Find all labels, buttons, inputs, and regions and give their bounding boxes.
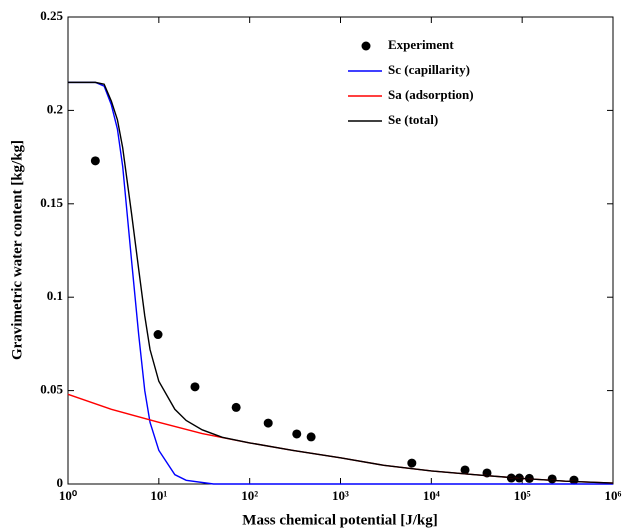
x-tick-label: 10² [241,488,258,503]
x-tick-label: 10⁵ [514,488,531,503]
y-tick-label: 0.05 [40,382,63,397]
y-tick-label: 0 [57,475,64,490]
data-point [547,474,557,484]
data-point [90,156,100,166]
legend-label: Sc (capillarity) [388,62,470,77]
data-point [231,402,241,412]
y-axis-label: Gravimetric water content [kg/kg] [9,140,25,360]
data-point [190,382,200,392]
data-point [407,458,417,468]
data-line [68,81,614,484]
data-point [460,465,470,475]
legend-label: Experiment [388,37,454,52]
y-tick-label: 0.2 [47,101,63,116]
legend-label: Sa (adsorption) [388,87,474,102]
x-tick-label: 10³ [332,488,349,503]
data-line [68,81,613,485]
legend-label: Se (total) [388,112,438,127]
data-line [67,393,614,484]
y-tick-label: 0.15 [40,195,63,210]
data-point [569,475,579,485]
legend-marker [361,41,371,51]
x-tick-label: 10⁰ [59,488,78,503]
x-tick-label: 10⁶ [605,488,622,503]
x-axis-label: Mass chemical potential [J/kg] [242,512,437,528]
plot-frame [67,16,614,485]
data-point [292,429,302,439]
data-point [306,432,316,442]
x-tick-label: 10⁴ [423,488,440,503]
x-tick-label: 10¹ [150,488,167,503]
data-point [153,330,163,340]
y-tick-label: 0.25 [40,8,63,23]
data-point [263,418,273,428]
y-tick-label: 0.1 [47,288,63,303]
